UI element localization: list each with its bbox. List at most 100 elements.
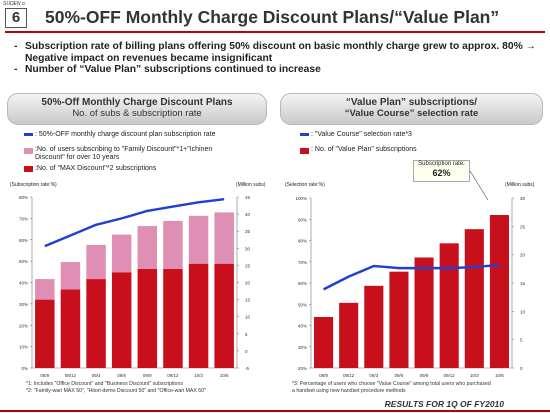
y2-axis-tick-label: 25	[245, 263, 251, 268]
footnote: *2: "Family-wari MAX 50", "Hitori-demo D…	[26, 387, 206, 394]
y2-axis-tick-label: 15	[520, 281, 526, 286]
y-axis-tick-label: 40%	[298, 324, 307, 329]
y-axis-tick-label: 60%	[298, 281, 307, 286]
discount-plan-chart: 0% 10% 20% 30% 40% 50% 60% 70% 80% -5 0 5 10 15 20 25 30…	[19, 195, 251, 378]
x-axis-tick-label: 09/12	[167, 373, 179, 378]
bar-stacked	[60, 261, 81, 290]
y2-axis-tick-label: 15	[245, 298, 251, 303]
slide-label: SUDEN o.	[3, 1, 27, 7]
left-footnotes: *1: Includes "Office Discount" and "Busi…	[26, 381, 206, 394]
legend-red-swatch	[300, 148, 309, 154]
y2-axis-tick-label: 5	[245, 332, 248, 337]
bar-primary	[111, 272, 132, 368]
right-panel-heading: “Value Plan” subscriptions/	[345, 97, 478, 108]
footer-divider	[0, 410, 550, 412]
y-axis-tick-label: 0%	[21, 366, 28, 371]
y-axis-tick-label: 20%	[19, 323, 28, 328]
y2-axis-tick-label: 30	[520, 196, 526, 201]
right-panel-header: “Value Plan” subscriptions/ “Value Cours…	[280, 93, 543, 125]
bar-stacked	[188, 215, 209, 264]
y-axis-tick-label: 20%	[298, 366, 307, 371]
right-footnotes: *3: Percentage of users who choose "Valu…	[292, 381, 491, 394]
right-y2-axis-title: (Million subs)	[505, 182, 535, 188]
x-axis-tick-label: 10/6	[495, 373, 504, 378]
x-axis-tick-label: 09/3	[92, 373, 101, 378]
legend-family-label: :No. of users subscribing to "Family Dis…	[35, 146, 213, 161]
y-axis-tick-label: 70%	[298, 260, 307, 265]
rate-line	[323, 263, 500, 291]
legend-rate-label: : 50%-OFF monthly charge discount plan s…	[35, 131, 216, 138]
legend-selection-rate-label: : "Value Course" selection rate*3	[311, 131, 412, 138]
y-axis-tick-label: 80%	[19, 195, 28, 200]
y-axis-tick-label: 30%	[19, 302, 28, 307]
y-axis-tick-label: 50%	[19, 259, 28, 264]
y-axis-tick-label: 10%	[19, 345, 28, 350]
value-plan-chart: 20% 30% 40% 50% 60% 70% 80% 90% 100% 0 5 10 15 20 25 30…	[295, 196, 526, 378]
right-panel-subheading: “Value Course” selection rate	[344, 108, 479, 119]
y2-axis-tick-label: 0	[245, 349, 248, 354]
y2-axis-tick-label: 10	[520, 309, 526, 314]
y-axis-tick-label: 80%	[298, 239, 307, 244]
bar-primary	[214, 263, 234, 368]
bar-stacked	[137, 226, 158, 269]
bar-primary	[489, 215, 509, 368]
x-axis-tick-label: 10/3	[194, 373, 203, 378]
legend-max-label: :No. of "MAX Discount"*2 subscriptions	[35, 165, 157, 172]
y-axis-tick-label: 50%	[298, 302, 307, 307]
bar-primary	[364, 285, 384, 368]
y2-axis-tick-label: 0	[520, 366, 523, 371]
bar-stacked	[214, 212, 234, 264]
footnote: *1: Includes "Office Discount" and "Busi…	[26, 381, 183, 387]
footer-caption: RESULTS FOR 1Q OF FY2010	[384, 399, 504, 409]
footnote: a handset using new handset procedure me…	[292, 387, 406, 394]
right-y-axis-title: (Selection rate:%)	[285, 182, 325, 188]
footnote: *3: Percentage of users who choose "Valu…	[292, 381, 491, 387]
summary-bullet: Number of “Value Plan” subscriptions con…	[14, 64, 544, 76]
bar-stacked	[35, 279, 55, 300]
y2-axis-tick-label: 20	[245, 281, 251, 286]
bar-primary	[339, 302, 359, 368]
callout-value: 62%	[432, 168, 451, 178]
bar-primary	[188, 263, 209, 368]
legend-line-swatch	[24, 133, 33, 136]
slide-number: 6	[5, 8, 27, 28]
y-axis-tick-label: 30%	[298, 345, 307, 350]
y-axis-tick-label: 70%	[19, 216, 28, 221]
bar-primary	[60, 289, 81, 368]
x-axis-tick-label: 09/9	[420, 373, 429, 378]
bar-primary	[439, 243, 459, 368]
rate-line	[44, 197, 225, 248]
y-axis-tick-label: 40%	[19, 281, 28, 286]
x-axis-tick-label: 10/3	[470, 373, 479, 378]
y2-axis-tick-label: 25	[520, 224, 526, 229]
summary-bullet: Subscription rate of billing plans offer…	[14, 41, 544, 64]
bar-stacked	[163, 220, 183, 269]
left-panel-heading: 50%-Off Monthly Charge Discount Plans	[41, 97, 233, 108]
summary-bullets: Subscription rate of billing plans offer…	[14, 41, 544, 76]
y2-axis-tick-label: 10	[245, 315, 251, 320]
x-axis-tick-label: 08/12	[343, 373, 355, 378]
bar-primary	[414, 257, 434, 368]
x-axis-tick-label: 09/6	[117, 373, 126, 378]
bar-stacked	[86, 244, 106, 280]
x-axis-tick-label: 08/12	[65, 373, 77, 378]
y2-axis-tick-label: 5	[520, 338, 523, 343]
legend-value-plan-label: : No. of "Value Plan" subscriptions	[311, 146, 417, 153]
y-axis-tick-label: 60%	[19, 238, 28, 243]
page-title: 50%-OFF Monthly Charge Discount Plans/“V…	[45, 7, 500, 27]
x-axis-tick-label: 08/9	[40, 373, 49, 378]
y-axis-tick-label: 90%	[298, 217, 307, 222]
y2-axis-tick-label: 45	[245, 195, 251, 200]
bar-primary	[163, 268, 183, 368]
x-axis-tick-label: 09/6	[395, 373, 404, 378]
bar-stacked	[111, 234, 132, 273]
x-axis-tick-label: 10/6	[220, 373, 229, 378]
bar-primary	[86, 279, 106, 368]
subscription-rate-callout: Subscription rate: 62%	[413, 160, 470, 182]
bar-primary	[464, 229, 484, 368]
x-axis-tick-label: 09/3	[369, 373, 378, 378]
left-panel-subheading: No. of subs & subscription rate	[72, 108, 202, 119]
left-y2-axis-title: (Million subs)	[236, 182, 266, 188]
legend-line-swatch	[300, 133, 309, 136]
legend-pink-swatch	[24, 148, 33, 154]
